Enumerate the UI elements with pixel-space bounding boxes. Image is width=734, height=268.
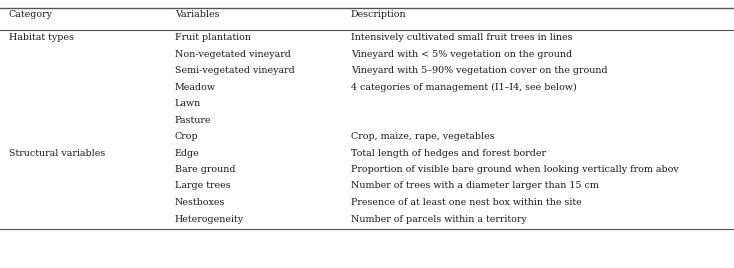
Text: Variables: Variables <box>175 10 219 19</box>
Text: Habitat types: Habitat types <box>9 33 73 42</box>
Text: Intensively cultivated small fruit trees in lines: Intensively cultivated small fruit trees… <box>351 33 573 42</box>
Text: Total length of hedges and forest border: Total length of hedges and forest border <box>351 148 546 158</box>
Text: Heterogeneity: Heterogeneity <box>175 214 244 224</box>
Text: Crop, maize, rape, vegetables: Crop, maize, rape, vegetables <box>351 132 495 141</box>
Text: Structural variables: Structural variables <box>9 148 105 158</box>
Text: Vineyard with 5–90% vegetation cover on the ground: Vineyard with 5–90% vegetation cover on … <box>351 66 608 75</box>
Text: Category: Category <box>9 10 53 19</box>
Text: Bare ground: Bare ground <box>175 165 235 174</box>
Text: Non-vegetated vineyard: Non-vegetated vineyard <box>175 50 291 58</box>
Text: Presence of at least one nest box within the site: Presence of at least one nest box within… <box>351 198 581 207</box>
Text: Vineyard with < 5% vegetation on the ground: Vineyard with < 5% vegetation on the gro… <box>351 50 572 58</box>
Text: Fruit plantation: Fruit plantation <box>175 33 251 42</box>
Text: Pasture: Pasture <box>175 116 211 125</box>
Text: Lawn: Lawn <box>175 99 201 108</box>
Text: Number of trees with a diameter larger than 15 cm: Number of trees with a diameter larger t… <box>351 181 599 191</box>
Text: Meadow: Meadow <box>175 83 216 91</box>
Text: Semi-vegetated vineyard: Semi-vegetated vineyard <box>175 66 294 75</box>
Text: Crop: Crop <box>175 132 198 141</box>
Text: Description: Description <box>351 10 407 19</box>
Text: Large trees: Large trees <box>175 181 230 191</box>
Text: Edge: Edge <box>175 148 200 158</box>
Text: Number of parcels within a territory: Number of parcels within a territory <box>351 214 526 224</box>
Text: Nestboxes: Nestboxes <box>175 198 225 207</box>
Text: Proportion of visible bare ground when looking vertically from abov: Proportion of visible bare ground when l… <box>351 165 679 174</box>
Text: 4 categories of management (I1–I4, see below): 4 categories of management (I1–I4, see b… <box>351 83 577 92</box>
